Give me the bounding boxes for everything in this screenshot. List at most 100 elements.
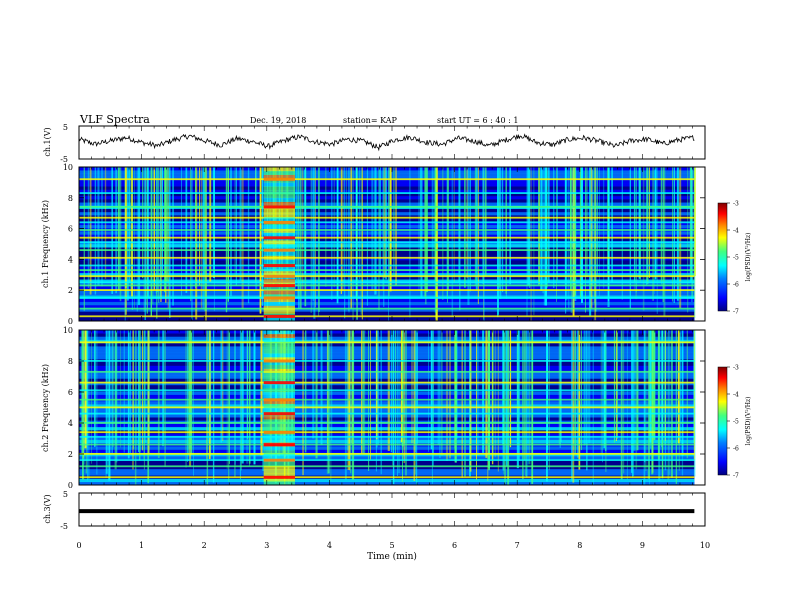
ch2-spectrogram-sferic bbox=[600, 330, 603, 454]
ch2-spectrogram-row bbox=[79, 371, 695, 376]
ch2-spectrogram-sferic bbox=[585, 330, 586, 445]
ch2-spectrogram-sferic bbox=[139, 330, 141, 461]
ch2-spectrogram-sferic bbox=[136, 330, 137, 445]
ch1-spectrogram-sferic bbox=[442, 167, 444, 300]
ch1-spectrogram-sferic bbox=[453, 167, 455, 283]
x-tick-label: 3 bbox=[264, 541, 269, 550]
ch2-spectrogram-sferic bbox=[91, 330, 92, 464]
ch1-spectrogram-sferic bbox=[693, 167, 696, 277]
ch1-spectrogram-sferic bbox=[497, 167, 499, 315]
ch1-spectrogram-sferic bbox=[209, 167, 212, 282]
ch2-spectrogram-burst bbox=[263, 337, 295, 342]
ch2-spectrogram-sferic bbox=[105, 330, 108, 474]
ch2-spectrogram-sferic bbox=[253, 330, 256, 465]
ch1-spectrogram-burst bbox=[263, 209, 295, 214]
ch1-spectrogram-sferic bbox=[262, 167, 263, 306]
ch1-spectrogram-sferic bbox=[166, 167, 169, 282]
ch1-spectrogram-band bbox=[79, 256, 695, 259]
ch2-spectrogram-burst bbox=[263, 403, 295, 408]
ch1-spectrogram-sferic bbox=[304, 167, 307, 275]
ch1-spectrogram-sferic bbox=[336, 167, 339, 304]
ch2-spectrogram-burst bbox=[263, 434, 295, 439]
ch1-spectrogram-ytick-label: 2 bbox=[68, 286, 73, 295]
ch1-spectrogram-sferic bbox=[548, 167, 550, 283]
ch2-spectrogram-sferic bbox=[403, 330, 405, 464]
ch2-spectrogram-sferic bbox=[439, 330, 441, 458]
ch1-spectrogram-sferic bbox=[676, 167, 679, 301]
ch2-spectrogram-sferic bbox=[482, 330, 485, 453]
ch1-spectrogram-row bbox=[79, 298, 695, 303]
ch1-spectrogram-sferic bbox=[172, 167, 174, 306]
ch1-spectrogram-band bbox=[79, 229, 695, 231]
ch2-colorbar-tick-label: -4 bbox=[733, 392, 739, 399]
ch2-spectrogram-row bbox=[79, 342, 695, 347]
ch2-spectrogram-row bbox=[79, 481, 695, 486]
ch1-spectrogram-sferic bbox=[158, 167, 160, 303]
ch1-spectrogram-sferic bbox=[126, 167, 129, 301]
ch1-spectrogram-sferic bbox=[556, 167, 557, 302]
ch1-spectrogram-sferic bbox=[662, 167, 665, 302]
ch1-spectrogram-sferic bbox=[424, 167, 426, 297]
ch1-spectrogram-ytick-label: 0 bbox=[68, 317, 73, 326]
ch1-spectrogram-sferic bbox=[543, 167, 545, 306]
ch2-spectrogram-sferic bbox=[411, 330, 413, 444]
ch2-colorbar-tick-label: -3 bbox=[733, 365, 739, 372]
ch2-spectrogram-sferic bbox=[668, 330, 670, 475]
ch1-spectrogram-burst bbox=[263, 228, 295, 233]
ch2-spectrogram-sferic bbox=[222, 330, 224, 441]
ch1-spectrogram-sferic bbox=[565, 167, 567, 314]
ch2-spectrogram-sferic bbox=[506, 330, 508, 467]
ch2-spectrogram-sferic bbox=[395, 330, 396, 457]
ch2-spectrogram-band bbox=[79, 370, 695, 373]
ch3-ytick-top: 5 bbox=[63, 490, 68, 499]
ch1-spectrogram-ytick-label: 6 bbox=[68, 225, 73, 234]
ch1-spectrogram-sferic bbox=[87, 167, 90, 289]
ch2-spectrogram-ytick-label: 0 bbox=[68, 481, 73, 490]
ch1-spectrogram-band bbox=[79, 269, 695, 271]
ch1-spectrogram-sferic bbox=[143, 167, 145, 312]
ch2-spectrogram-row bbox=[79, 446, 695, 450]
ch2-spectrogram-burst-band bbox=[263, 398, 295, 402]
ch2-spectrogram-sferic bbox=[469, 330, 472, 472]
ch2-spectrogram-sferic bbox=[559, 330, 561, 448]
ch2-spectrogram-row bbox=[79, 391, 695, 395]
ch1-spectrogram-sferic bbox=[247, 167, 250, 304]
x-tick-label: 0 bbox=[76, 541, 81, 550]
ch1-spectrogram-sferic bbox=[190, 167, 192, 302]
ch1-spectrogram-sferic bbox=[371, 167, 374, 291]
ch1-spectrogram-sferic bbox=[608, 167, 609, 302]
ch2-spectrogram-sferic bbox=[657, 330, 660, 460]
ch1-spectrogram-row bbox=[79, 308, 695, 312]
ch1-spectrogram-sferic bbox=[225, 167, 228, 313]
x-tick-label: 2 bbox=[202, 541, 207, 550]
ch2-spectrogram-sferic bbox=[492, 330, 494, 455]
ch2-spectrogram-burst bbox=[263, 395, 295, 401]
ch2-spectrogram-burst bbox=[263, 473, 295, 478]
ch2-spectrogram-burst bbox=[263, 426, 295, 432]
ch1-spectrogram-sferic bbox=[673, 167, 675, 303]
ch2-spectrogram-burst bbox=[263, 438, 295, 443]
ch1-spectrogram-sferic bbox=[342, 167, 344, 292]
ch1-spectrogram-sferic bbox=[544, 167, 547, 306]
ch2-spectrogram-burst bbox=[263, 368, 295, 373]
ch2-spectrogram-burst bbox=[263, 461, 295, 466]
ch2-spectrogram-sferic bbox=[522, 330, 524, 480]
ch2-spectrogram-row bbox=[79, 384, 695, 389]
ch1-spectrogram-sferic bbox=[527, 167, 530, 286]
ch1-spectrogram-sferic bbox=[593, 167, 596, 303]
ch1-spectrogram-sferic bbox=[204, 167, 207, 311]
ch2-spectrogram-sferic bbox=[210, 330, 212, 456]
ch2-spectrogram-sferic bbox=[220, 330, 223, 443]
ch2-spectrogram-sferic bbox=[476, 330, 479, 456]
ch2-spectrogram-burst-band bbox=[263, 412, 295, 416]
ch2-spectrogram-band bbox=[79, 465, 695, 468]
ch1-spectrogram-sferic bbox=[129, 167, 130, 284]
x-tick-label: 4 bbox=[327, 541, 332, 550]
ch2-spectrogram-sferic bbox=[476, 330, 477, 480]
ch2-spectrogram-row bbox=[79, 478, 695, 483]
ch2-spectrogram-sferic bbox=[190, 330, 193, 455]
ch2-spectrogram-sferic bbox=[88, 330, 90, 479]
ch2-spectrogram-sferic bbox=[157, 330, 160, 459]
ch1-spectrogram-sferic bbox=[124, 167, 126, 321]
